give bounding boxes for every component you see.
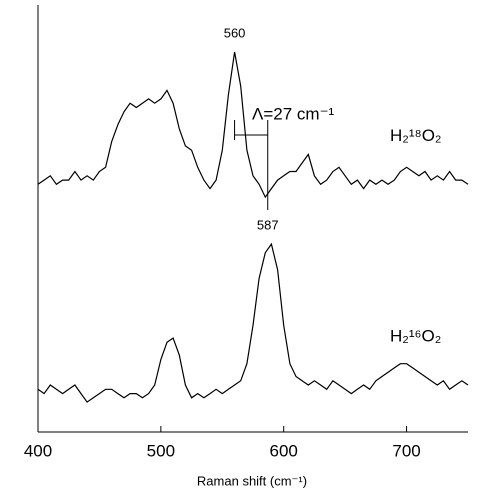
- shift-label: Λ=27 cm⁻¹: [252, 104, 335, 123]
- spectrum-line: [37, 242, 469, 403]
- peak-label: 587: [257, 218, 279, 233]
- legend-label: H₂¹⁸O₂: [390, 126, 442, 145]
- spectrum-line: [37, 51, 469, 199]
- x-axis-label: Raman shift (cm⁻¹): [197, 473, 307, 488]
- x-tick-label: 700: [392, 441, 420, 460]
- peak-label: 560: [224, 25, 246, 40]
- x-tick-label: 500: [147, 441, 175, 460]
- x-tick-label: 600: [270, 441, 298, 460]
- x-tick-label: 400: [24, 441, 52, 460]
- legend-label: H₂¹⁶O₂: [390, 327, 441, 346]
